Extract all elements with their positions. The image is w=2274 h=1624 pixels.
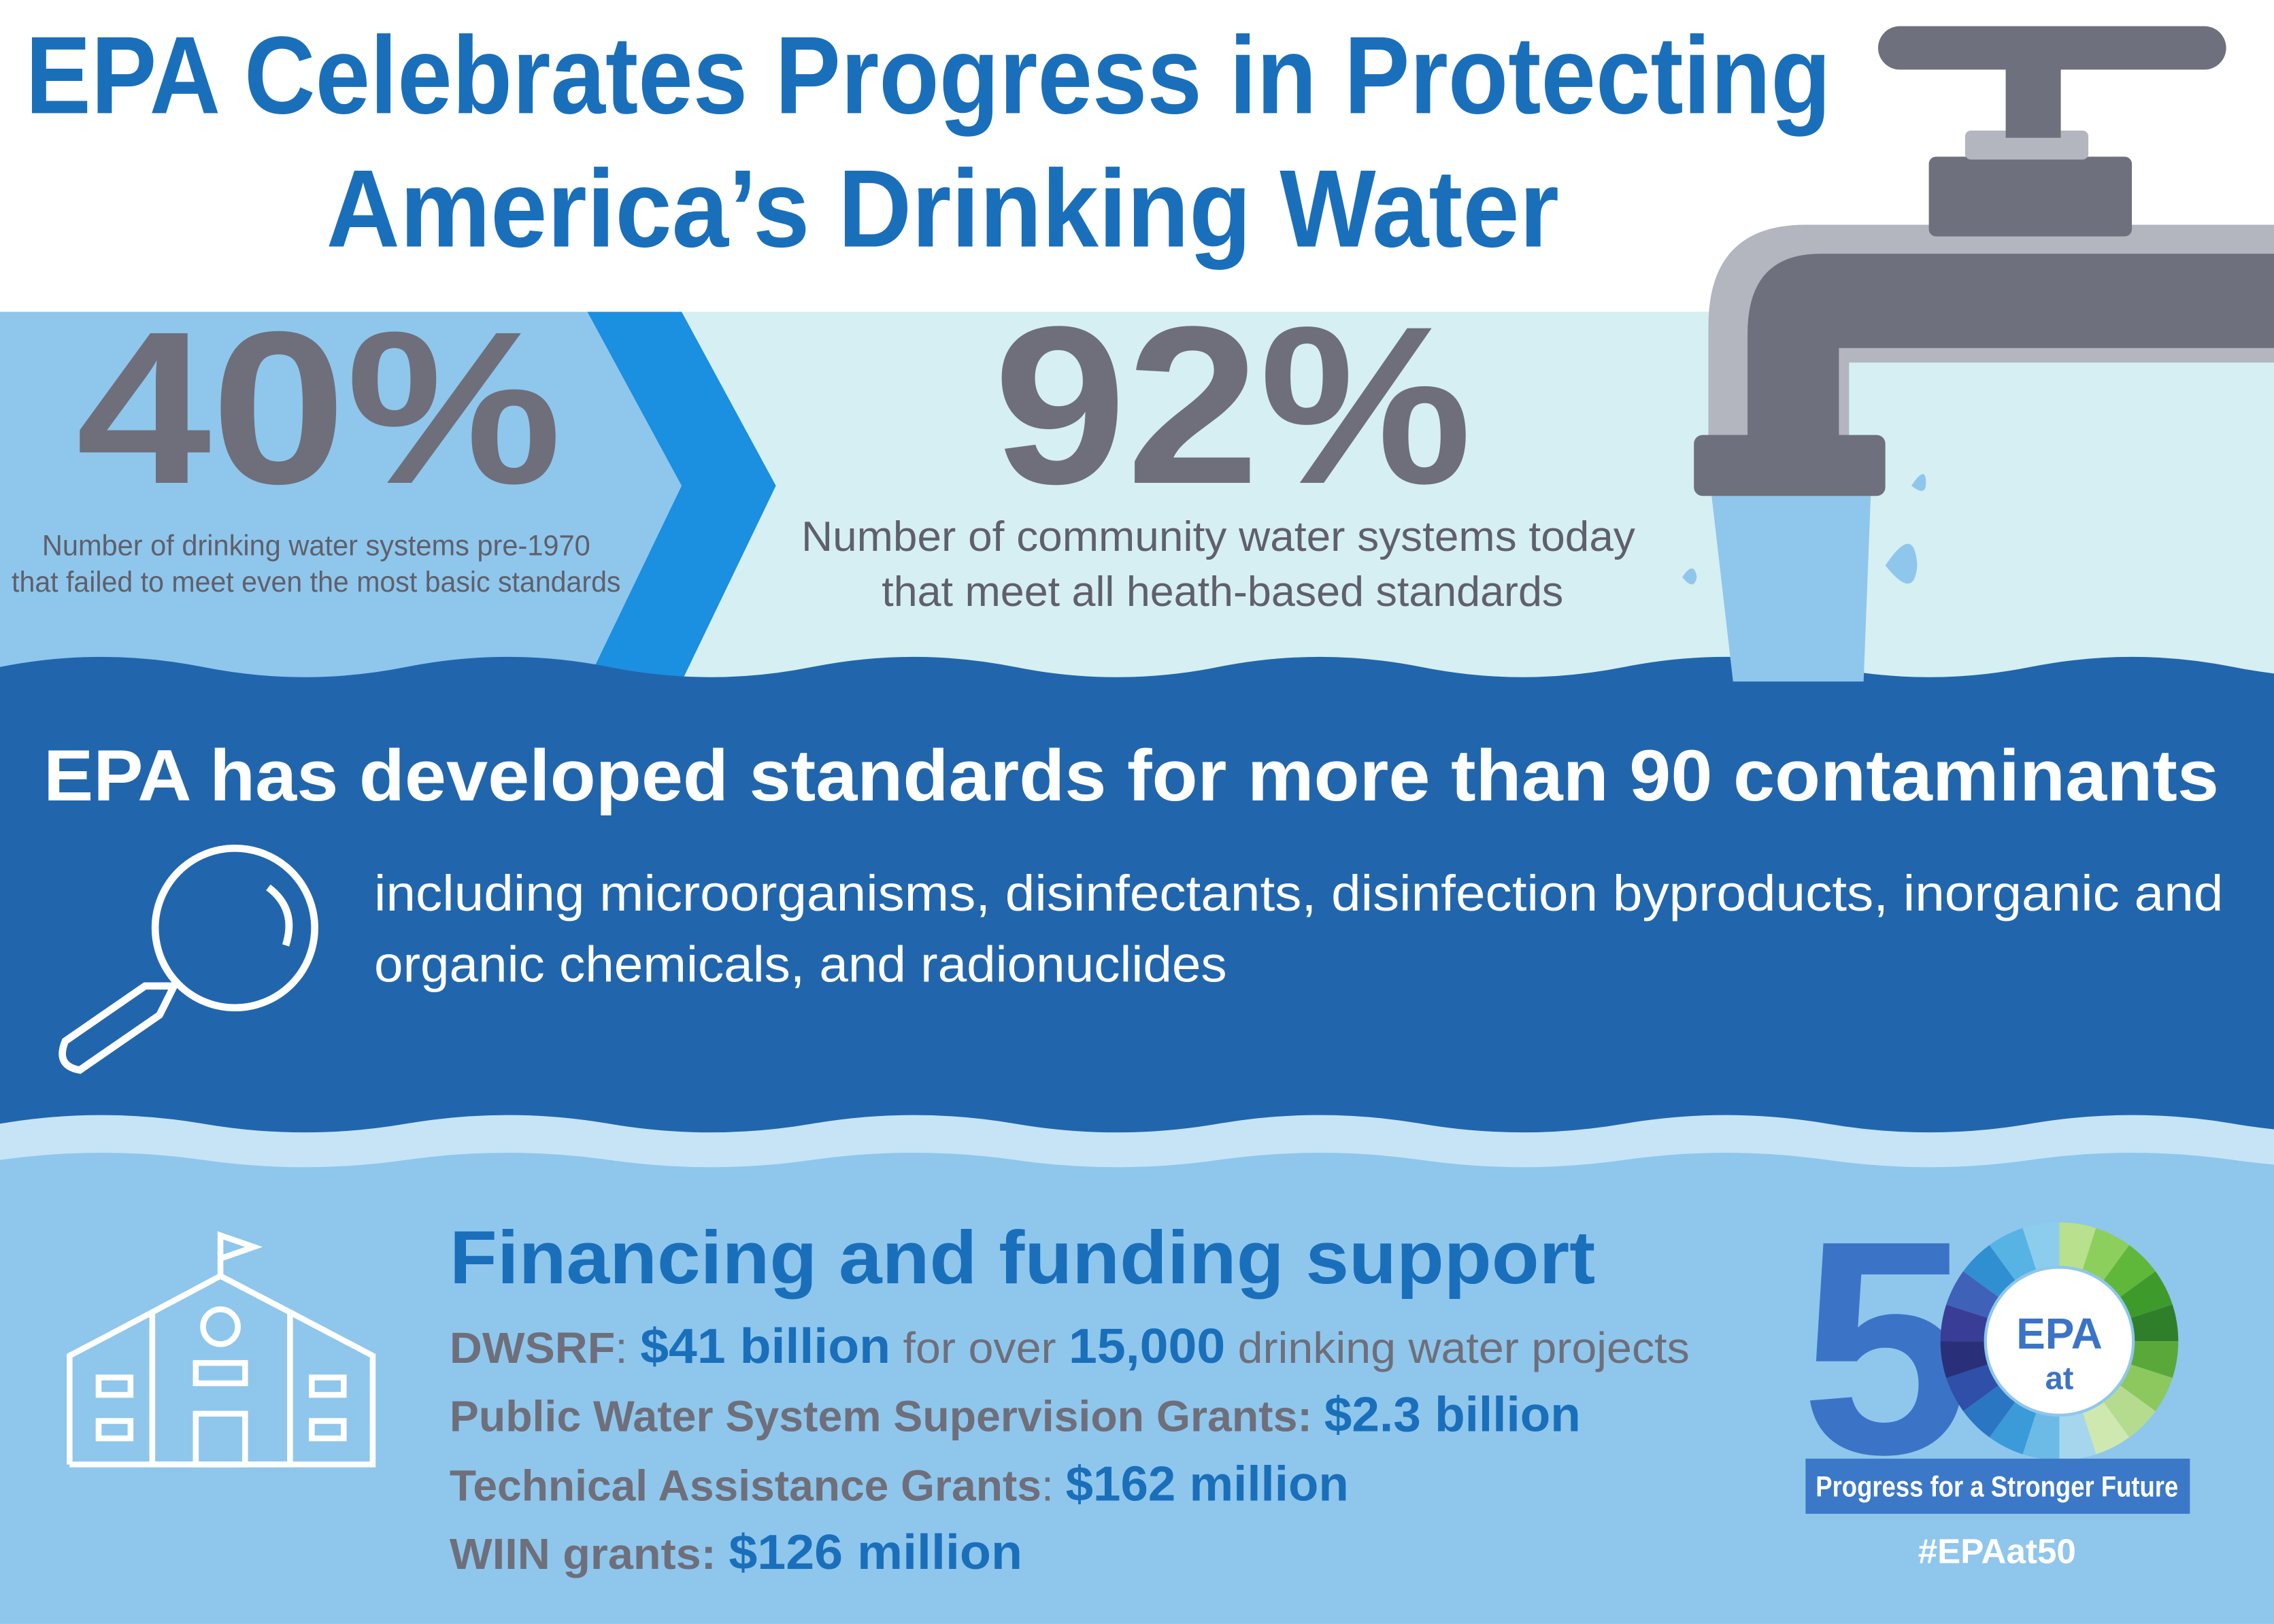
stat-caption: that meet all heath-based standards: [882, 569, 1563, 615]
stat-caption: Number of drinking water systems pre-197…: [42, 530, 590, 562]
ring-segment: [1940, 1341, 1988, 1378]
logo-ring: [1940, 1222, 2179, 1461]
ring-segment: [2130, 1304, 2179, 1342]
funding-item: Technical Assistance Grants: $162 millio…: [450, 1457, 1349, 1512]
ring-segment: [1989, 1228, 2037, 1281]
ring-segment: [2103, 1385, 2156, 1438]
handle: [1877, 26, 2226, 70]
ring-segment: [1963, 1385, 2016, 1438]
ring-segment: [1940, 1304, 1988, 1342]
ring-segment: [1963, 1245, 2016, 1297]
funding-text: :: [615, 1323, 640, 1372]
funding-text: $2.3 billion: [1324, 1387, 1581, 1442]
stat-caption: that failed to meet even the most basic …: [12, 566, 620, 598]
funding-item: Public Water System Supervision Grants: …: [450, 1387, 1581, 1442]
funding-item: WIIN grants: $126 million: [450, 1525, 1022, 1580]
building-icon: [67, 1231, 376, 1468]
funding-text: for over: [890, 1323, 1069, 1372]
logo-center: [1986, 1268, 2133, 1414]
valve-body: [1928, 156, 2133, 237]
left-panel: [0, 311, 682, 682]
funding-band: [0, 1116, 2274, 1624]
ring-segment: [2120, 1364, 2173, 1411]
ring-segment: [2082, 1228, 2130, 1281]
ring-segment: [1989, 1402, 2037, 1455]
section-text: including microorganisms, disinfectants,…: [374, 864, 2223, 921]
logo-at: at: [2045, 1361, 2074, 1396]
ring-segment: [2120, 1271, 2173, 1318]
ring-segment: [2103, 1245, 2156, 1297]
funding-text: Public Water System Supervision Grants:: [450, 1391, 1324, 1440]
ring-segment: [2022, 1412, 2060, 1461]
nozzle: [1694, 435, 1886, 496]
stat-caption: Number of community water systems today: [801, 513, 1635, 560]
drop: [1682, 568, 1697, 585]
logo-name: EPA: [2016, 1309, 2103, 1358]
funding-text: :: [1041, 1461, 1066, 1510]
stat-value: 40%: [76, 286, 562, 529]
funding-text: DWSRF: [450, 1323, 615, 1372]
ring-segment: [2059, 1412, 2096, 1461]
ring-segment: [2130, 1341, 2179, 1378]
funding-text: drinking water projects: [1225, 1323, 1690, 1372]
funding-text: $41 billion: [640, 1319, 890, 1374]
ring-segment: [2059, 1222, 2096, 1270]
logo-banner: [1805, 1458, 2190, 1514]
ring-segment: [2082, 1402, 2130, 1455]
water-stream: [1711, 492, 1871, 682]
ring-segment: [1946, 1271, 1999, 1318]
chevron: [587, 311, 776, 682]
epa-50-logo: 5 EPA at Progress for a Stronger Future …: [1801, 1177, 2190, 1570]
ring-segment: [1946, 1364, 1999, 1411]
funding-heading: Financing and funding support: [450, 1216, 1595, 1300]
funding-text: 15,000: [1069, 1319, 1225, 1374]
logo-hashtag: #EPAat50: [1918, 1532, 2076, 1570]
section-heading: EPA has developed standards for more tha…: [44, 734, 2219, 816]
magnifier-icon: [58, 844, 318, 1075]
dark-wave: [0, 656, 2274, 1133]
faucet-icon: [1682, 26, 2274, 682]
title: America’s Drinking Water: [327, 148, 1559, 271]
drop: [1911, 474, 1926, 491]
drop: [1885, 543, 1918, 584]
funding-text: Technical Assistance Grants: [450, 1461, 1041, 1510]
logo-tagline: Progress for a Stronger Future: [1816, 1470, 2178, 1503]
funding-text: $126 million: [729, 1525, 1022, 1580]
section-text: organic chemicals, and radionuclides: [374, 935, 1227, 992]
title: EPA Celebrates Progress in Protecting: [25, 14, 1830, 137]
funding-text: WIIN grants:: [450, 1529, 729, 1578]
stat-value: 92%: [993, 280, 1472, 531]
funding-item: DWSRF: $41 billion for over 15,000 drink…: [450, 1319, 1690, 1374]
funding-text: $162 million: [1066, 1457, 1349, 1512]
ring-segment: [2022, 1222, 2060, 1270]
